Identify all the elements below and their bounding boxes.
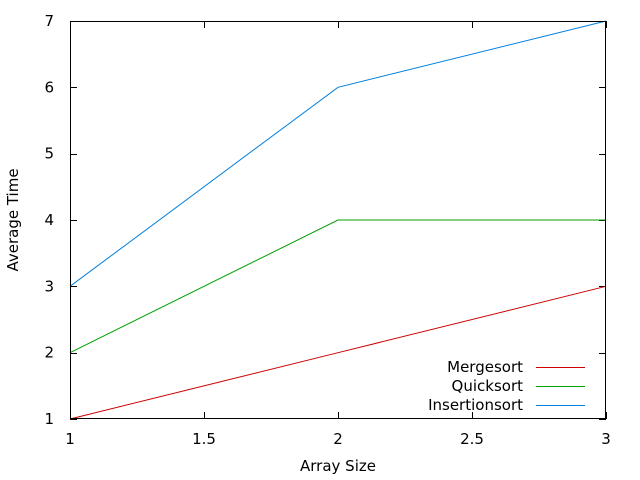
y-tick-label: 1	[44, 410, 54, 428]
plot-area-frame	[70, 21, 606, 419]
series-line-insertionsort	[69, 20, 607, 287]
x-tick-label: 3	[601, 430, 611, 448]
series-lines	[69, 20, 607, 420]
x-tick-label: 1.5	[192, 430, 216, 448]
tick-labels: 1 1.5 2 2.5 3 1 2 3 4 5 6 7	[44, 12, 610, 448]
x-tick-label: 2.5	[460, 430, 484, 448]
y-tick-label: 7	[44, 12, 54, 30]
series-line-quicksort	[69, 219, 606, 354]
legend-label-quicksort: Quicksort	[452, 377, 524, 395]
y-tick-label: 6	[44, 78, 54, 96]
legend-label-insertionsort: Insertionsort	[428, 396, 523, 414]
y-axis-title: Average Time	[4, 168, 22, 271]
y-tick-label: 2	[44, 344, 54, 362]
series-line-mergesort	[69, 285, 607, 420]
y-tick-label: 3	[44, 277, 54, 295]
y-tick-label: 4	[44, 211, 54, 229]
x-tick-label: 2	[333, 430, 343, 448]
legend-label-mergesort: Mergesort	[447, 358, 523, 376]
x-axis-title: Array Size	[300, 457, 376, 475]
y-tick-label: 5	[44, 145, 54, 163]
x-tick-label: 1	[65, 430, 75, 448]
